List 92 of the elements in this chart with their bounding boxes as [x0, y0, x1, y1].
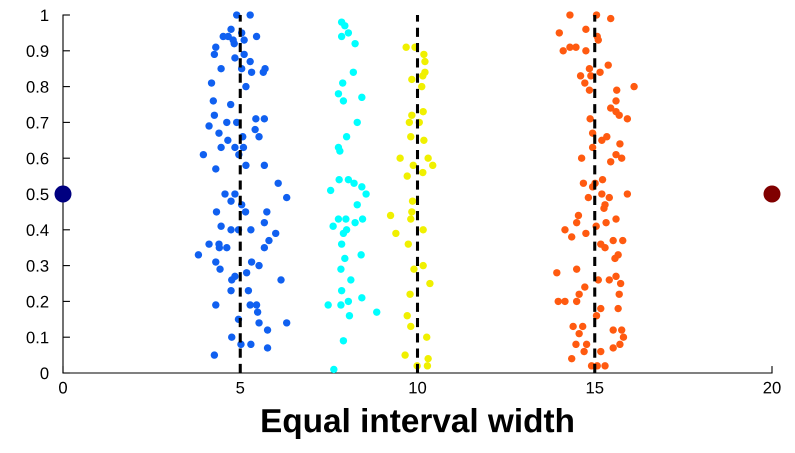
point	[401, 351, 409, 359]
y-tick-label: 0	[40, 367, 48, 380]
x-tick-label: 15	[586, 382, 604, 394]
y-tick-label: 0.8	[26, 81, 48, 93]
point	[418, 82, 426, 90]
point	[396, 154, 404, 162]
y-tick-label: 0.6	[26, 152, 48, 164]
point	[424, 355, 432, 362]
y-tick-label: 1	[41, 10, 48, 22]
y-tick-label: 0.4	[26, 224, 49, 236]
point	[419, 72, 426, 80]
point	[346, 312, 354, 320]
point	[354, 118, 361, 126]
point	[763, 185, 781, 203]
point	[357, 251, 365, 259]
point	[358, 294, 366, 302]
point	[406, 118, 414, 126]
point	[406, 290, 414, 298]
point	[420, 226, 427, 234]
point	[338, 240, 346, 248]
y-tick-label: 0.5	[26, 188, 48, 200]
point	[54, 185, 72, 203]
point	[350, 180, 358, 187]
point	[404, 172, 411, 180]
y-tick-label: 0.3	[26, 260, 48, 272]
point	[429, 162, 436, 170]
point	[329, 222, 337, 230]
x-tick-label: 10	[410, 382, 426, 394]
point	[344, 176, 352, 184]
point	[423, 334, 430, 341]
y-tick-label: 0.2	[26, 296, 48, 308]
point	[347, 276, 355, 284]
point	[404, 312, 411, 320]
point	[338, 32, 346, 40]
y-tick-label: 0.7	[26, 116, 48, 129]
point	[373, 308, 380, 316]
x-tick-label: 5	[236, 382, 244, 394]
point	[424, 362, 432, 370]
point	[410, 162, 417, 170]
point	[424, 154, 432, 162]
point	[421, 58, 429, 66]
point	[407, 133, 414, 140]
point	[392, 230, 400, 238]
y-tick-label: 0.9	[26, 45, 48, 58]
point	[342, 215, 350, 223]
point	[341, 254, 348, 262]
point	[419, 168, 426, 176]
point	[334, 90, 342, 98]
point	[339, 79, 346, 87]
point	[351, 40, 359, 48]
point	[407, 322, 414, 330]
point	[341, 22, 348, 30]
point	[324, 301, 332, 309]
point	[335, 176, 343, 184]
point	[420, 108, 427, 116]
point	[410, 266, 418, 273]
point	[402, 44, 410, 51]
point	[408, 197, 416, 205]
point	[408, 112, 416, 119]
point	[350, 68, 358, 76]
x-tick-label: 0	[59, 382, 67, 394]
point	[337, 301, 345, 309]
point	[407, 215, 414, 223]
point	[340, 230, 348, 238]
point	[344, 29, 352, 37]
point	[342, 133, 350, 140]
point	[408, 208, 416, 216]
point	[330, 366, 338, 374]
point	[404, 240, 412, 248]
point	[354, 201, 361, 208]
point	[338, 286, 346, 294]
y-tick-label: 0.1	[26, 332, 48, 344]
point	[358, 183, 366, 191]
point	[420, 262, 427, 270]
point	[340, 97, 348, 105]
point	[408, 76, 416, 84]
point	[358, 215, 366, 223]
point	[386, 212, 394, 220]
point	[326, 186, 334, 194]
point	[334, 215, 342, 223]
point	[336, 147, 344, 155]
point	[351, 218, 359, 226]
x-axis-title: Equal interval width	[262, 408, 573, 440]
point	[344, 298, 352, 306]
point	[420, 50, 428, 58]
point	[337, 266, 345, 273]
point	[358, 94, 366, 102]
point	[426, 280, 434, 288]
point	[362, 190, 370, 198]
point	[420, 136, 428, 144]
x-tick-label: 20	[764, 382, 781, 394]
point	[340, 337, 348, 344]
